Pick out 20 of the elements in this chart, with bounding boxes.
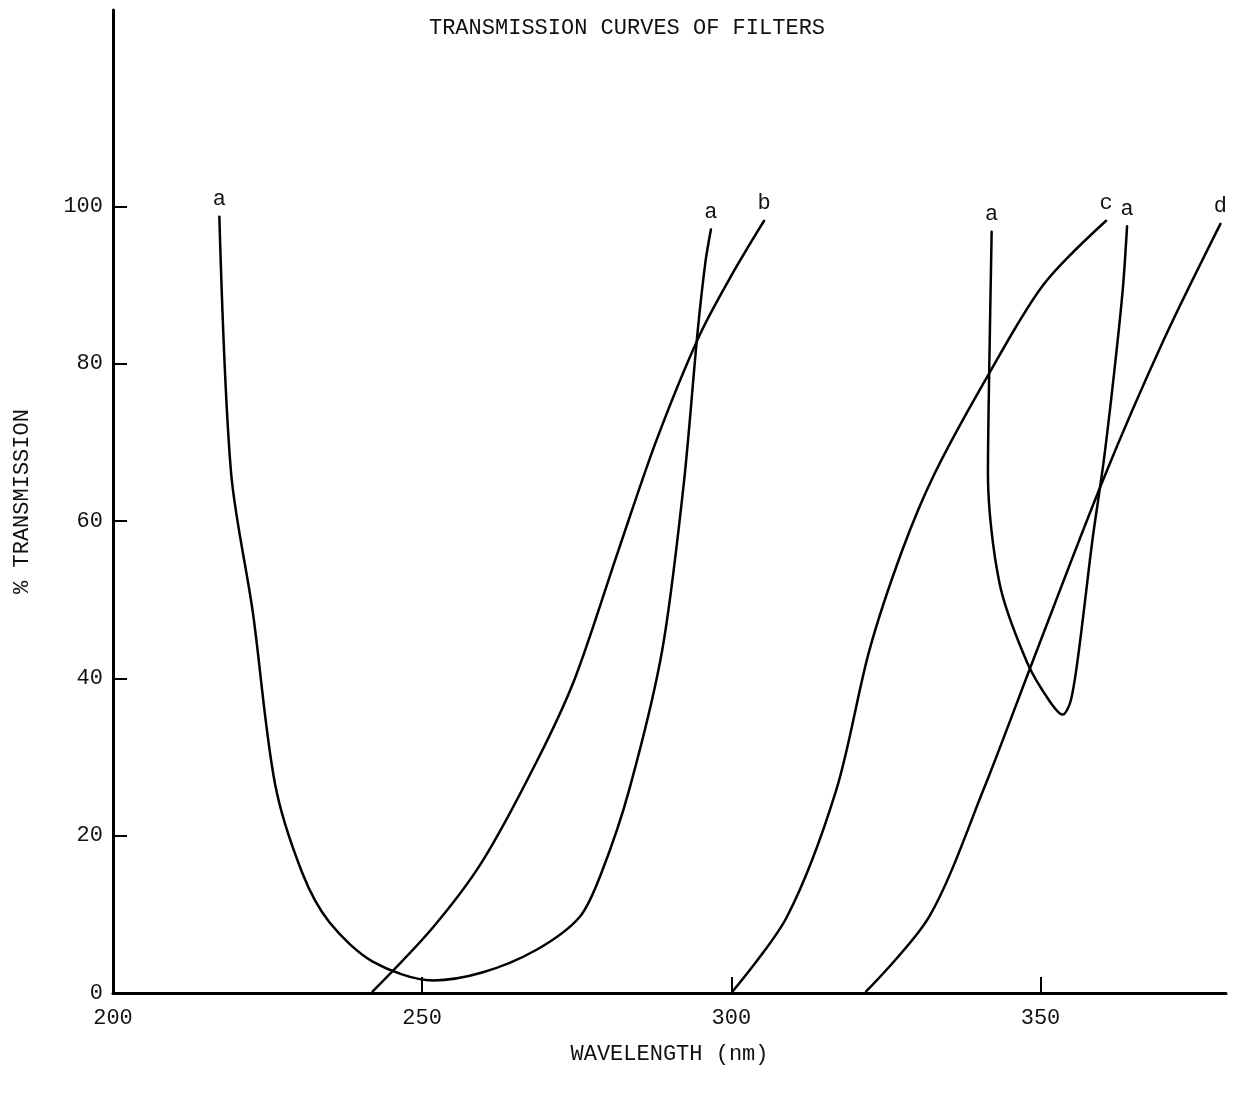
- y-tick-label: 80: [76, 351, 103, 377]
- annotation: a: [704, 199, 718, 225]
- annotation: a: [1120, 196, 1134, 222]
- y-axis-title: % TRANSMISSION: [9, 409, 35, 594]
- annotation: c: [1099, 191, 1113, 217]
- y-tick-label: 20: [76, 823, 103, 849]
- annotation: a: [212, 187, 226, 213]
- x-tick-label: 300: [711, 1005, 752, 1031]
- x-tick-label: 350: [1020, 1005, 1061, 1031]
- x-axis-title: WAVELENGTH (nm): [570, 1041, 769, 1067]
- y-tick-label: 40: [76, 665, 103, 691]
- annotation: b: [757, 191, 771, 217]
- chart-title: TRANSMISSION CURVES OF FILTERS: [428, 15, 826, 41]
- y-tick-label: 0: [89, 980, 103, 1006]
- y-tick-label: 60: [76, 508, 103, 534]
- annotation: a: [985, 202, 999, 228]
- x-tick-label: 250: [402, 1005, 442, 1031]
- x-tick-label: 200: [93, 1005, 133, 1031]
- annotation: d: [1213, 194, 1228, 220]
- y-tick-label: 100: [63, 194, 103, 220]
